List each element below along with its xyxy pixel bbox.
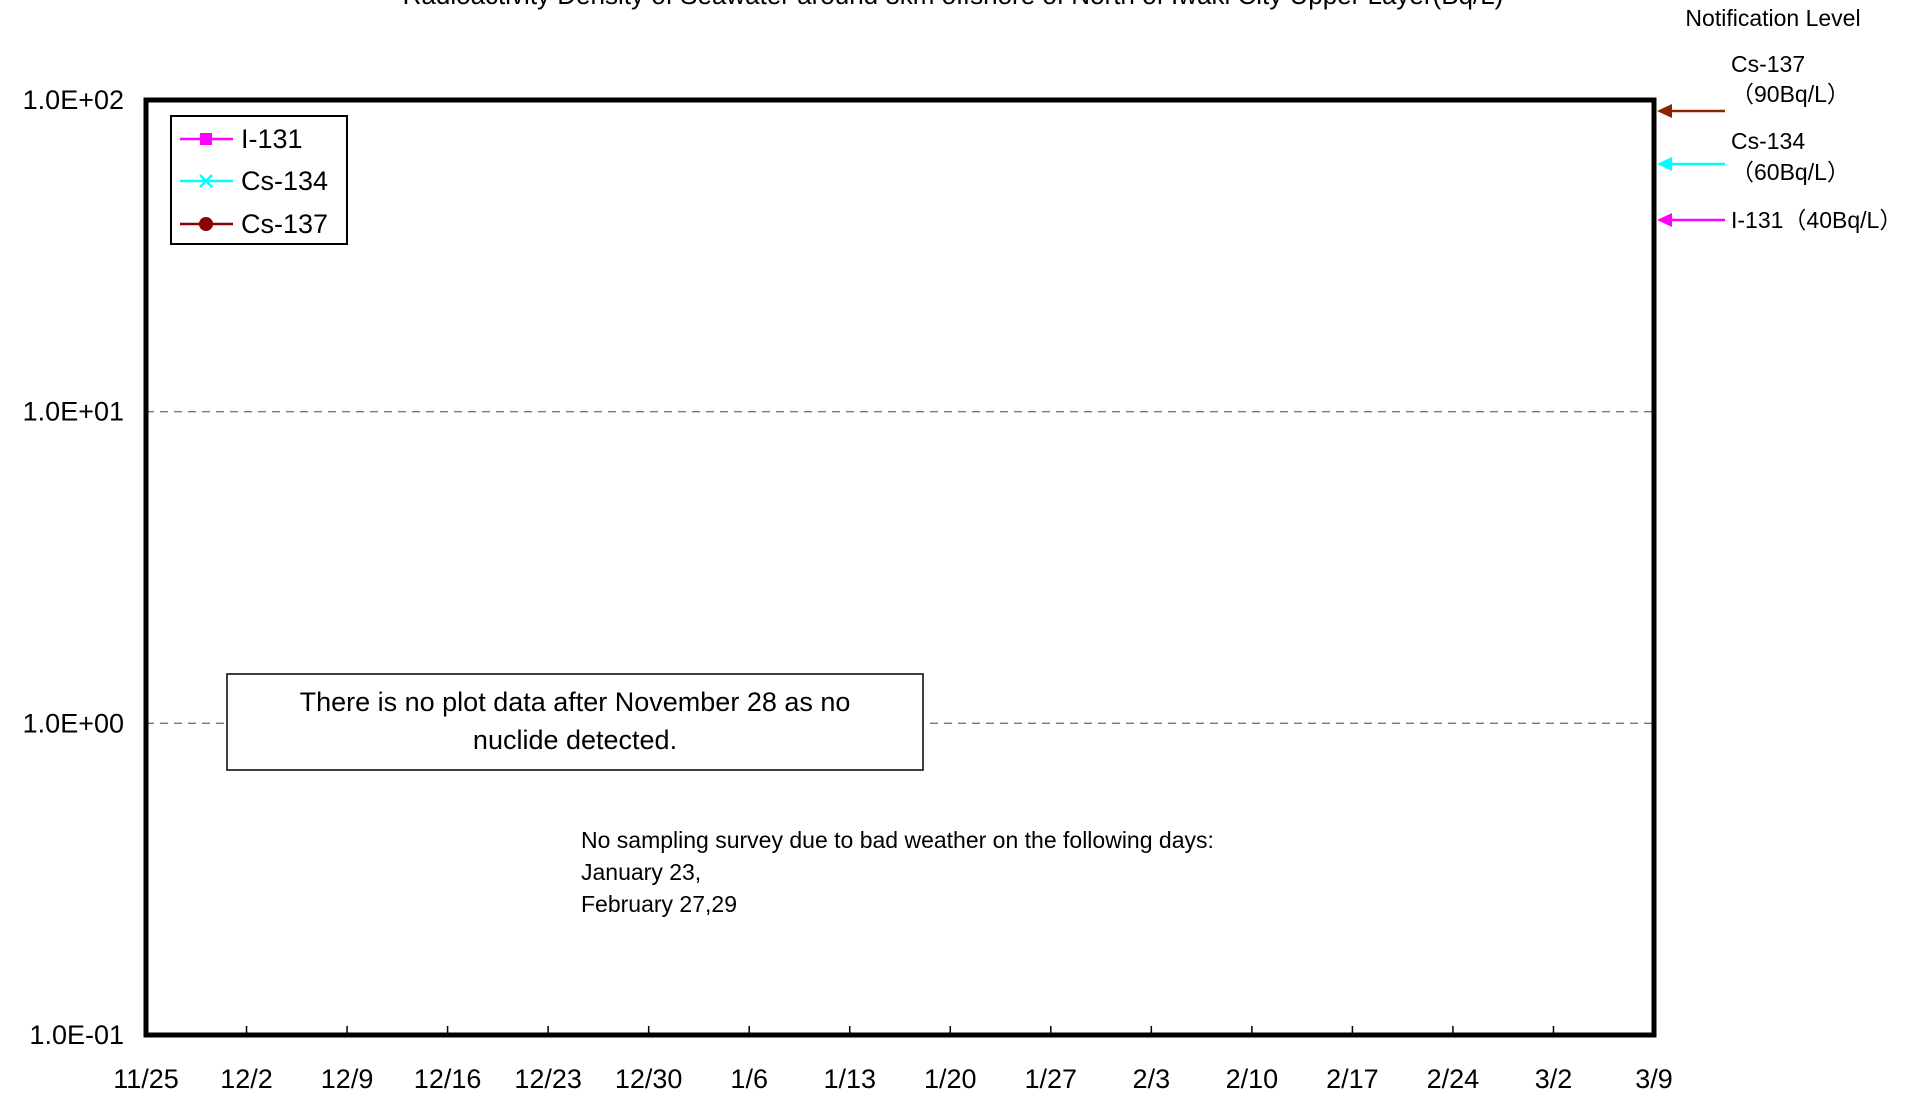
notification-cs134: Cs-134 （60Bq/L） [1657, 128, 1850, 185]
x-tick-label: 3/9 [1635, 1064, 1673, 1093]
x-tick-label: 12/30 [615, 1064, 683, 1093]
no-data-line-2: nuclide detected. [473, 725, 677, 755]
legend-item-cs134: Cs-134 [180, 166, 328, 196]
x-tick-label: 1/27 [1025, 1064, 1078, 1093]
legend-label-i131: I-131 [241, 124, 303, 154]
notification-level-title: Notification Level [1685, 5, 1860, 31]
legend-label-cs134: Cs-134 [241, 166, 328, 196]
weather-note-line-1: No sampling survey due to bad weather on… [581, 827, 1214, 853]
notification-i131: I-131（40Bq/L） [1657, 207, 1902, 233]
weather-note-line-2: January 23, [581, 859, 701, 885]
y-tick-label: 1.0E+01 [23, 397, 124, 427]
circle-marker-icon [199, 217, 213, 231]
x-tick-label: 12/16 [414, 1064, 482, 1093]
legend-item-i131: I-131 [180, 124, 303, 154]
x-tick-label: 2/3 [1133, 1064, 1171, 1093]
x-marker-icon [199, 174, 213, 188]
x-tick-label: 1/6 [730, 1064, 768, 1093]
chart-title: Radioactivity Density of Seawater around… [403, 0, 1504, 10]
no-data-box [226, 673, 924, 771]
weather-note: No sampling survey due to bad weather on… [581, 827, 1214, 917]
notification-label-cs137-2: （90Bq/L） [1731, 81, 1850, 107]
notification-level: Notification Level Cs-137 （90Bq/L） Cs-13… [1657, 5, 1902, 233]
x-tick-label: 12/23 [514, 1064, 582, 1093]
notification-label-i131: I-131（40Bq/L） [1731, 207, 1902, 233]
x-tick-label: 1/13 [823, 1064, 876, 1093]
x-tick-label: 12/2 [220, 1064, 273, 1093]
legend-label-cs137: Cs-137 [241, 209, 328, 239]
weather-note-line-3: February 27,29 [581, 891, 737, 917]
x-axis-ticks: 11/25 12/2 12/9 12/16 12/23 12/30 1/6 1/13 1/20 1… [113, 1026, 1673, 1093]
x-tick-label: 11/25 [113, 1064, 179, 1093]
plot-area [143, 97, 1657, 1038]
arrowhead-left-icon [1657, 157, 1672, 171]
x-tick-label: 2/17 [1326, 1064, 1379, 1093]
x-tick-label: 1/20 [924, 1064, 977, 1093]
x-tick-label: 3/2 [1535, 1064, 1573, 1093]
y-tick-label: 1.0E+00 [23, 708, 124, 738]
y-axis-ticks: 1.0E-01 1.0E+00 1.0E+01 1.0E+02 [23, 85, 124, 1050]
square-marker-icon [200, 133, 212, 145]
notification-cs137: Cs-137 （90Bq/L） [1657, 51, 1850, 118]
y-tick-label: 1.0E-01 [29, 1020, 124, 1050]
notification-label-cs137-1: Cs-137 [1731, 51, 1805, 77]
legend: I-131 Cs-134 Cs-137 [170, 115, 348, 245]
arrowhead-left-icon [1657, 213, 1672, 227]
no-data-annotation: There is no plot data after November 28 … [226, 673, 924, 771]
y-tick-label: 1.0E+02 [23, 85, 124, 115]
no-data-line-1: There is no plot data after November 28 … [300, 687, 851, 717]
notification-label-cs134-1: Cs-134 [1731, 128, 1805, 154]
notification-label-cs134-2: （60Bq/L） [1731, 159, 1850, 185]
x-tick-label: 12/9 [321, 1064, 374, 1093]
arrowhead-left-icon [1657, 104, 1672, 118]
legend-item-cs137: Cs-137 [180, 209, 328, 239]
x-tick-label: 2/10 [1226, 1064, 1279, 1093]
x-tick-label: 2/24 [1427, 1064, 1480, 1093]
